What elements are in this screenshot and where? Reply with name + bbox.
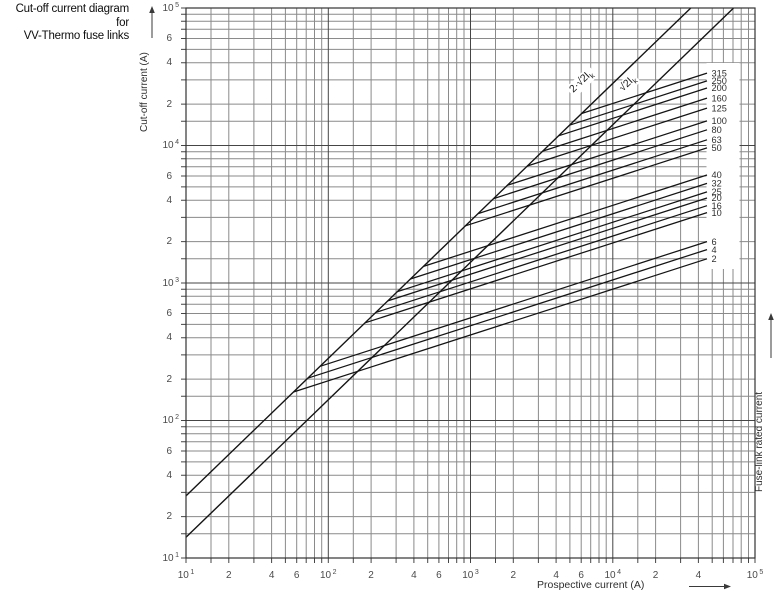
fuse-rating-label-10: 10 [712, 208, 722, 218]
fuse-line-50 [465, 147, 708, 227]
x-tick-label-4: 4 [553, 570, 559, 581]
fuse-line-315 [581, 72, 708, 115]
envelope-line-2sqrt2-ik [185, 7, 692, 497]
fuse-rating-label-250: 250 [712, 76, 727, 86]
y-tick-label-2: 2 [166, 236, 172, 248]
x-tick-label-101: 10 1 [177, 569, 195, 581]
x-tick-label-2: 2 [510, 570, 517, 581]
y-tick-label-103: 10 3 [162, 276, 179, 289]
chart-title-line2: VV-Thermo fuse links [23, 30, 129, 42]
fuse-rating-label-50: 50 [712, 143, 722, 153]
fuse-line-20 [387, 197, 708, 302]
fuse-rating-label-315: 315 [712, 68, 727, 78]
y-tick-label-2: 2 [166, 511, 172, 523]
fuse-line-160 [542, 97, 708, 152]
x-tick-label-2: 2 [652, 570, 659, 581]
y-tick-label-6: 6 [166, 308, 172, 319]
y-tick-label-4: 4 [166, 469, 172, 481]
fuse-line-125 [527, 107, 708, 167]
y-tick-label-6: 6 [166, 33, 172, 44]
x-tick-label-2: 2 [226, 570, 232, 581]
y-tick-label-4: 4 [166, 57, 172, 69]
y-tick-label-6: 6 [166, 445, 172, 457]
fuse-line-2 [293, 258, 708, 393]
y-tick-label-105: 10 5 [162, 1, 179, 14]
axis-tick-marks [181, 7, 756, 563]
rating-label-background [706, 63, 740, 269]
fuse-line-6 [319, 241, 708, 367]
fuse-line-63 [477, 139, 708, 215]
fuse-rating-label-63: 63 [712, 135, 722, 145]
chart-title-line1: Cut-off current diagram for [15, 3, 130, 29]
right-axis-label: Fuse-link rated current [754, 391, 765, 492]
fuse-rating-label-25: 25 [712, 187, 722, 197]
plot-border [185, 7, 756, 559]
fuse-rating-label-200: 200 [712, 83, 727, 93]
fuse-rating-label-32: 32 [712, 179, 722, 189]
x-tick-label-6: 6 [436, 570, 442, 581]
fuse-line-16 [375, 205, 708, 313]
fuse-rating-label-20: 20 [712, 193, 722, 203]
x-axis-arrow-icon [689, 583, 731, 590]
x-tick-label-4: 4 [695, 570, 702, 581]
y-tick-label-4: 4 [166, 332, 172, 344]
fuse-line-25 [397, 191, 708, 293]
chart-title: Cut-off current diagram for VV-Thermo fu… [2, 3, 130, 44]
y-tick-label-102: 10 2 [162, 414, 179, 426]
fuse-rating-label-160: 160 [712, 93, 727, 103]
fuse-rating-label-125: 125 [712, 103, 727, 113]
y-tick-label-2: 2 [166, 373, 172, 385]
fuse-line-80 [493, 129, 708, 200]
x-tick-label-2: 2 [368, 570, 374, 581]
envelope-line-sqrt2-ik [185, 7, 735, 538]
y-tick-label-4: 4 [166, 194, 172, 206]
fuse-line-32 [410, 182, 708, 280]
y-tick-label-104: 10 4 [162, 139, 179, 151]
fuse-rating-label-16: 16 [712, 201, 722, 211]
y-tick-label-2: 2 [166, 98, 172, 110]
x-tick-label-102: 10 2 [319, 569, 337, 581]
y-tick-label-6: 6 [166, 170, 172, 182]
y-axis-arrow-icon [149, 6, 155, 38]
x-tick-label-104: 10 4 [604, 569, 622, 581]
y-tick-label-101: 10 1 [162, 551, 179, 564]
fuse-line-100 [507, 120, 708, 186]
right-axis-arrow-icon [768, 313, 774, 358]
x-axis-label: Prospective current (A) [537, 579, 645, 591]
x-tick-label-6: 6 [293, 570, 300, 581]
fuse-rating-label-4: 4 [712, 245, 717, 255]
fuse-line-200 [558, 87, 708, 137]
fuse-rating-label-2: 2 [712, 254, 717, 264]
fuse-line-250 [569, 80, 708, 126]
fuse-line-10 [364, 212, 708, 324]
x-tick-label-4: 4 [268, 570, 275, 581]
fuse-rating-label-40: 40 [712, 170, 722, 180]
fuse-line-40 [423, 174, 708, 267]
fuse-rating-label-6: 6 [712, 237, 717, 247]
x-tick-label-4: 4 [411, 570, 417, 581]
fuse-rating-label-100: 100 [712, 116, 727, 126]
fuse-rating-label-80: 80 [712, 125, 722, 135]
x-tick-label-105: 10 5 [746, 569, 764, 581]
x-tick-label-103: 10 3 [462, 569, 479, 581]
x-tick-label-6: 6 [578, 570, 584, 581]
fuse-line-4 [307, 249, 708, 379]
